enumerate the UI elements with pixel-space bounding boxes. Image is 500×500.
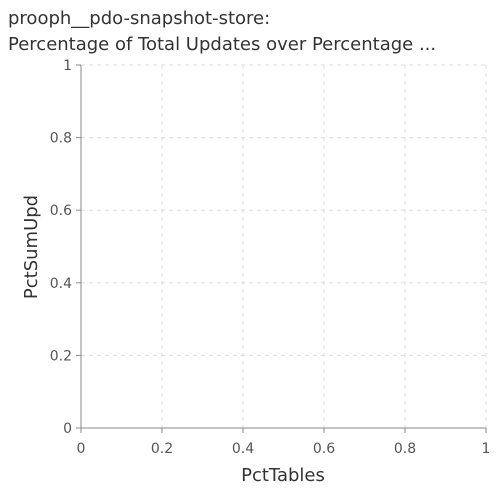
x-tick-label: 0.6 (313, 441, 335, 457)
chart-title: prooph__pdo-snapshot-store: (8, 8, 270, 29)
chart-subtitle: Percentage of Total Updates over Percent… (8, 34, 436, 55)
y-tick-label: 1 (63, 58, 72, 74)
y-tick-label: 0.6 (50, 203, 72, 219)
x-axis-title: PctTables (241, 465, 325, 486)
axes (80, 65, 486, 429)
y-tick-label: 0.8 (50, 131, 72, 147)
x-tick-label: 0.8 (394, 441, 416, 457)
y-tick-label: 0.2 (50, 348, 72, 364)
x-tick-label: 0.4 (232, 441, 254, 457)
x-tick-label: 1 (482, 441, 491, 457)
ticks: 0 0.2 0.4 0.6 0.8 1 0 0.2 0.4 0.6 0.8 1 (50, 58, 491, 457)
y-tick-label: 0 (63, 421, 72, 437)
x-tick-label: 0 (77, 441, 86, 457)
y-axis-title: PctSumUpd (21, 195, 42, 299)
grid (80, 64, 487, 429)
x-tick-label: 0.2 (151, 441, 173, 457)
y-tick-label: 0.4 (50, 276, 72, 292)
